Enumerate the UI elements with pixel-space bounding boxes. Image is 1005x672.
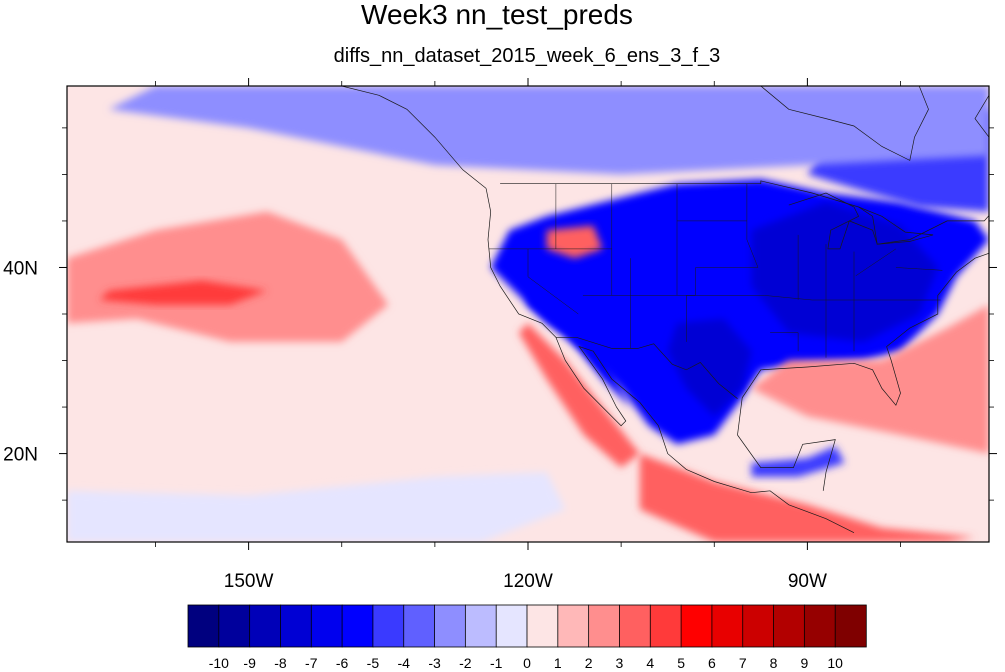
colorbar-label: 8 (770, 655, 778, 671)
colorbar-label: -4 (398, 655, 411, 671)
yucatan-line (737, 434, 836, 491)
colorbar-swatch-11 (526, 604, 559, 648)
colorbar-label: 9 (800, 655, 808, 671)
x-tick-label: 150W (224, 571, 274, 592)
colorbar-swatch-21 (834, 604, 867, 648)
colorbar-swatch-13 (588, 604, 621, 648)
colorbar-label: -5 (367, 655, 380, 671)
colorbar-label: 4 (646, 655, 654, 671)
colorbar-swatch-3 (280, 604, 312, 648)
anomaly-region-14 (67, 472, 566, 542)
hudson-bay-line (760, 86, 929, 161)
colorbar: -10 -9 -8 -7 -6 -5 -4 -3 -2 -1 0 1 2 3 4 5 6 7 8 9 10 (187, 604, 867, 671)
gulf-coast-line (737, 252, 989, 436)
anomaly-region-11 (546, 225, 603, 259)
colorbar-label: 10 (827, 655, 843, 671)
anomaly-region-12 (518, 323, 640, 468)
colorbar-label: -8 (274, 655, 287, 671)
anomaly-region-9 (67, 211, 389, 342)
state-boundary-16 (895, 267, 943, 271)
anomaly-region-3 (528, 276, 631, 408)
colorbar-label: -2 (459, 655, 472, 671)
anomaly-region-8 (751, 304, 989, 454)
colorbar-swatch-19 (773, 604, 806, 648)
west-coast-line (485, 188, 855, 534)
anomaly-region-5 (108, 86, 989, 175)
state-boundary-15 (770, 332, 799, 352)
x-tick-label: 90W (788, 571, 827, 592)
colorbar-label: -3 (428, 655, 441, 671)
state-boundary-11 (582, 295, 941, 301)
colorbar-swatch-16 (680, 604, 713, 648)
colorbar-label: 0 (523, 655, 531, 671)
anomaly-field (67, 86, 989, 542)
figure-title: Week3 nn_test_preds (361, 0, 633, 30)
colorbar-swatch-5 (341, 604, 374, 648)
colorbar-label: -7 (305, 655, 318, 671)
colorbar-swatch-0 (187, 604, 220, 648)
anomaly-region-6 (751, 446, 845, 477)
colorbar-swatch-10 (495, 604, 528, 648)
colorbar-label: -9 (243, 655, 256, 671)
colorbar-swatch-18 (742, 604, 775, 648)
colorbar-label: 5 (677, 655, 685, 671)
colorbar-swatch-15 (649, 604, 682, 648)
state-boundary-14 (855, 248, 897, 277)
us-mexico-line (555, 336, 738, 399)
x-tick-label: 120W (503, 571, 553, 592)
colorbar-swatch-2 (249, 604, 282, 648)
colorbar-label: 3 (616, 655, 624, 671)
colorbar-swatch-17 (711, 604, 744, 648)
great-lakes-line (788, 192, 934, 250)
state-boundary-3 (527, 248, 579, 315)
anomaly-region-13 (639, 453, 975, 542)
y-tick-label: 40N (3, 258, 38, 279)
colorbar-label: -1 (490, 655, 503, 671)
colorbar-swatch-8 (434, 604, 467, 648)
colorbar-swatch-12 (557, 604, 590, 648)
colorbar-swatch-20 (803, 604, 836, 648)
map-axes: 150W 120W 90W 20N 40N (3, 78, 997, 592)
state-boundary-6 (746, 183, 759, 268)
labrador-line (974, 95, 989, 138)
us-canada-line (500, 180, 989, 245)
colorbar-swatch-1 (218, 604, 251, 648)
coastlines-and-borders (341, 86, 989, 534)
colorbar-label: 6 (708, 655, 716, 671)
colorbar-swatch-7 (403, 604, 436, 648)
colorbar-label: -6 (336, 655, 349, 671)
colorbar-swatch-9 (464, 604, 497, 648)
anomaly-region-2 (667, 318, 752, 417)
figure-subtitle: diffs_nn_dataset_2015_week_6_ens_3_f_3 (334, 45, 721, 67)
colorbar-label: 7 (739, 655, 747, 671)
colorbar-swatch-14 (619, 604, 651, 648)
colorbar-swatch-4 (310, 604, 343, 648)
bc-coast-line (341, 86, 487, 189)
anomaly-region-10 (99, 280, 268, 305)
colorbar-swatch-6 (372, 604, 405, 648)
map-plot-area (66, 85, 990, 543)
colorbar-label: 2 (585, 655, 593, 671)
y-tick-label: 20N (3, 445, 38, 466)
colorbar-label: -10 (209, 655, 229, 671)
colorbar-label: 1 (554, 655, 562, 671)
